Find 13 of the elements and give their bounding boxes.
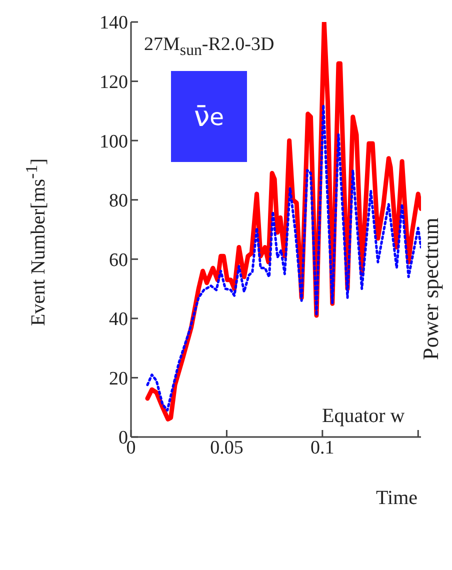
annotation: 27M$_{sun}$-R2.0-3D (144, 34, 274, 60)
x-axis-title: Time (376, 487, 418, 510)
y-tick-label: 100 (100, 131, 128, 152)
y-tick-label: 80 (109, 190, 128, 212)
annotation: Equator w (322, 405, 405, 428)
y-tick-label: 140 (100, 12, 128, 34)
x-tick-label: 0.1 (310, 437, 334, 458)
y-tick-label: 20 (109, 368, 128, 390)
y-tick-label: 120 (100, 72, 128, 94)
y-tick-label: 60 (109, 250, 128, 271)
annotation: Power spectrum (418, 218, 444, 360)
y-tick-label: 40 (109, 309, 128, 330)
x-tick-label: 0.05 (210, 437, 244, 458)
